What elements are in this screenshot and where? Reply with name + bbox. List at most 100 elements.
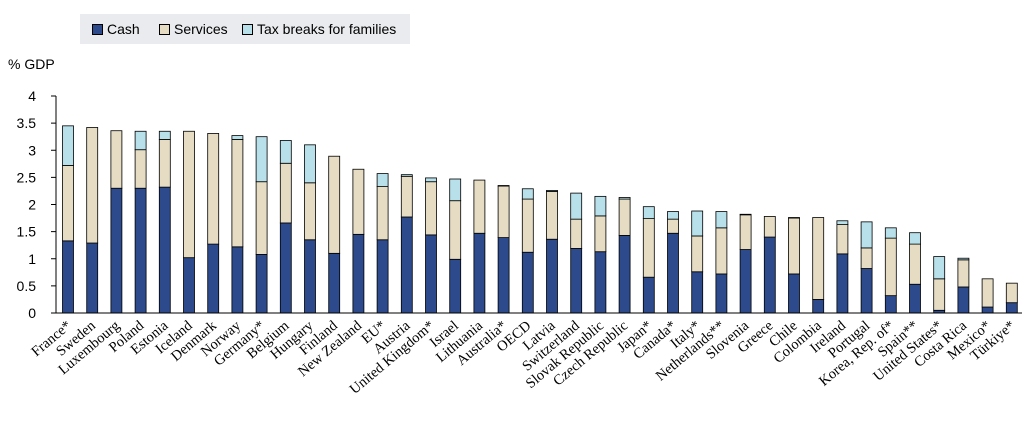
bar-segment-services (255, 181, 268, 255)
bar-segment-cash (812, 299, 825, 314)
bar-segment-services (981, 278, 994, 308)
bar-segment-tax-breaks (691, 210, 704, 237)
bar-segment-cash (570, 248, 583, 314)
bar-segment-services (158, 138, 171, 188)
bar-segment-services (449, 200, 462, 260)
bar-segment-cash (110, 187, 123, 314)
bar-segment-services (739, 214, 752, 250)
bar-segment-cash (642, 276, 655, 314)
legend-label-tax-breaks: Tax breaks for families (257, 21, 397, 37)
bar-segment-cash (957, 286, 970, 314)
bar-segment-services (788, 217, 800, 275)
bar-segment-tax-breaks (449, 178, 462, 202)
bar-segment-cash (860, 268, 873, 314)
bar-segment-services (618, 198, 631, 236)
bar-segment-cash (909, 283, 921, 314)
bar-segment-services (134, 149, 147, 189)
legend-item-services: Services (159, 14, 228, 44)
y-tick-label: 2.5 (17, 169, 37, 185)
bar-segment-cash (62, 240, 74, 314)
bar-segment-tax-breaks (860, 221, 873, 249)
bar-segment-services (400, 175, 413, 218)
bar-segment-cash (594, 251, 607, 314)
bar-segment-services (425, 181, 437, 236)
bar-segment-tax-breaks (739, 213, 752, 216)
bar-segment-tax-breaks (788, 217, 800, 219)
bar-segment-cash (521, 251, 534, 314)
bar-segment-tax-breaks (618, 197, 631, 200)
y-tick-label: 0 (28, 305, 36, 321)
y-tick-label: 0.5 (17, 278, 37, 294)
bar-segment-tax-breaks (134, 130, 147, 151)
bar-segment-tax-breaks (715, 211, 728, 229)
bar-segment-tax-breaks (62, 125, 74, 166)
bar-segment-services (812, 217, 825, 300)
bar-segment-cash (328, 252, 341, 314)
bar-segment-tax-breaks (570, 192, 583, 220)
bar-segment-cash (231, 246, 244, 314)
bar-segment-services (763, 216, 776, 238)
bar-segment-services (909, 243, 921, 285)
bar-segment-cash (546, 238, 558, 314)
bar-segment-cash (86, 242, 99, 314)
bar-segment-cash (763, 236, 776, 314)
bar-segment-tax-breaks (425, 177, 437, 183)
bar-segment-services (376, 186, 389, 241)
bar-segment-tax-breaks (884, 227, 897, 239)
bar-segment-cash (618, 235, 631, 314)
bar-segment-cash (739, 249, 752, 314)
bar-segment-services (86, 127, 99, 244)
bar-segment-cash (473, 232, 486, 314)
bar-segment-cash (207, 243, 220, 314)
bar-segment-tax-breaks (304, 144, 316, 184)
bar-segment-cash (788, 273, 800, 314)
bar-segment-services (352, 168, 365, 235)
legend-swatch-services (159, 23, 170, 35)
bar-segment-tax-breaks (279, 140, 292, 164)
bar-segment-cash (1005, 302, 1018, 314)
bar-segment-cash (425, 234, 437, 314)
bar-segment-services (957, 259, 970, 288)
bar-segment-cash (352, 233, 365, 314)
bar-segment-tax-breaks (546, 189, 558, 192)
bar-segment-services (715, 227, 728, 275)
bar-segment-services (884, 237, 897, 297)
bar-segment-services (207, 133, 220, 245)
bar-segment-services (110, 130, 123, 189)
y-tick-label: 1.5 (17, 224, 37, 240)
bar-segment-services (933, 278, 946, 311)
bar-segment-services (304, 182, 316, 241)
bar-segment-cash (449, 258, 462, 314)
bar-segment-tax-breaks (400, 174, 413, 177)
bar-segment-cash (981, 306, 994, 314)
bar-segment-services (279, 162, 292, 224)
bar-segment-cash (158, 186, 171, 314)
y-tick-label: 3 (28, 142, 36, 158)
bar-segment-services (62, 165, 74, 242)
legend-item-cash: Cash (92, 14, 140, 44)
bar-segment-cash (183, 257, 195, 314)
bar-segment-tax-breaks (642, 206, 655, 220)
bar-segment-cash (715, 273, 728, 314)
bar-segment-cash (376, 239, 389, 314)
y-tick-label: 4 (28, 88, 36, 104)
bar-segment-services (521, 198, 534, 253)
bar-segment-cash (304, 239, 316, 314)
legend-swatch-tax-breaks (242, 23, 253, 35)
bar-segment-services (497, 185, 510, 238)
bar-segment-tax-breaks (667, 211, 679, 220)
bar-segment-cash (255, 254, 268, 314)
legend-label-cash: Cash (107, 21, 140, 37)
bar-segment-tax-breaks (836, 220, 849, 225)
bar-segment-tax-breaks (594, 195, 607, 217)
bar-segment-tax-breaks (376, 173, 389, 187)
bar-segment-tax-breaks (158, 130, 171, 140)
bar-segment-services (570, 218, 583, 249)
bar-segment-tax-breaks (957, 257, 970, 261)
bar-segment-cash (884, 295, 897, 314)
bar-segment-services (860, 247, 873, 269)
bar-segment-tax-breaks (521, 188, 534, 200)
bar-segment-tax-breaks (909, 232, 921, 245)
y-tick-label: 3.5 (17, 115, 37, 131)
